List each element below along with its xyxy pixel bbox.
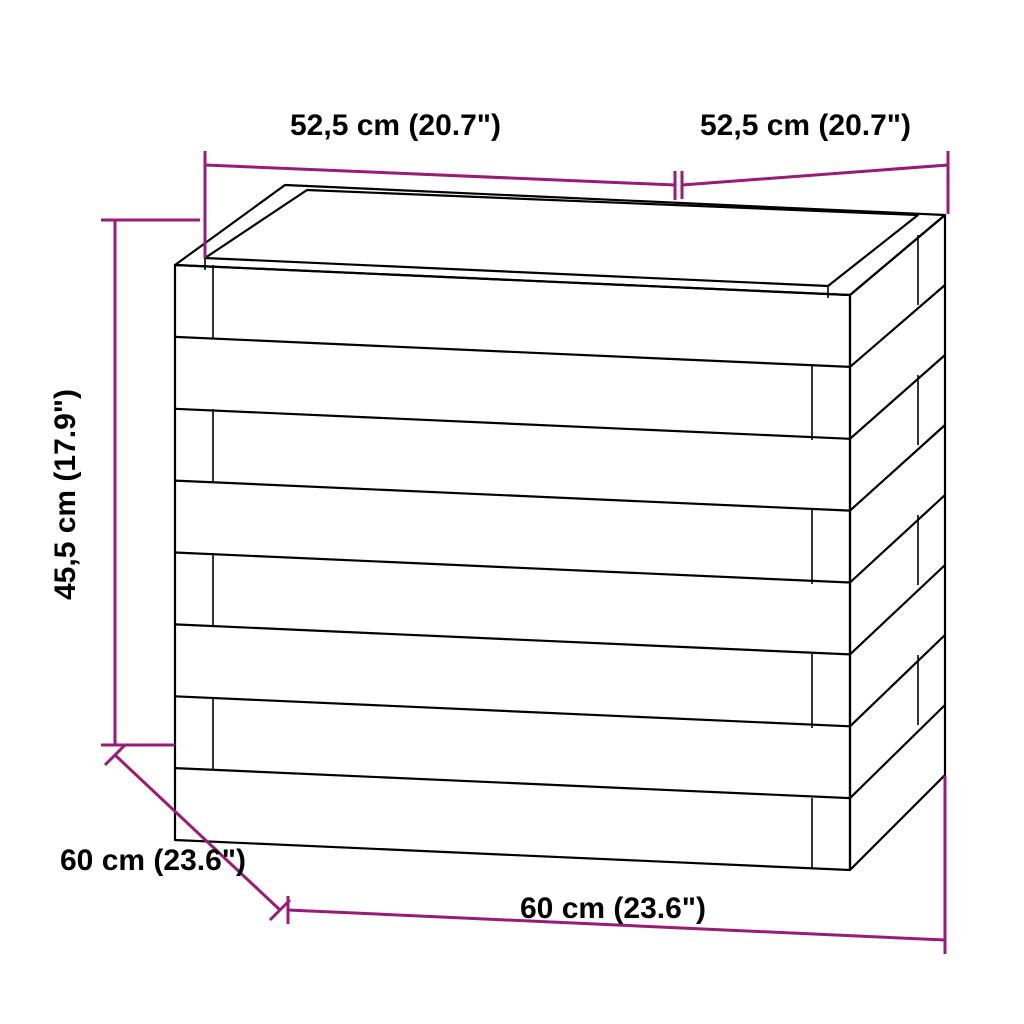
dim-height: 45,5 cm (17.9") (49, 220, 200, 745)
dim-bottom-depth-label: 60 cm (23.6") (60, 844, 246, 877)
dim-height-label: 45,5 cm (17.9") (49, 389, 82, 600)
dim-bottom-width-label: 60 cm (23.6") (520, 892, 706, 925)
dim-top-width-label: 52,5 cm (20.7") (290, 109, 501, 142)
side-slats (850, 285, 945, 798)
dimensions: 52,5 cm (20.7") 52,5 cm (20.7") 45,5 cm … (49, 109, 948, 954)
dimension-diagram: 52,5 cm (20.7") 52,5 cm (20.7") 45,5 cm … (0, 0, 1024, 1024)
front-slats (175, 337, 850, 798)
dim-top-depth: 52,5 cm (20.7") (682, 109, 948, 214)
dim-top-depth-label: 52,5 cm (20.7") (700, 109, 911, 142)
dim-top-width: 52,5 cm (20.7") (205, 109, 675, 258)
planter-box (175, 185, 945, 870)
dim-bottom-width: 60 cm (23.6") (288, 776, 945, 954)
